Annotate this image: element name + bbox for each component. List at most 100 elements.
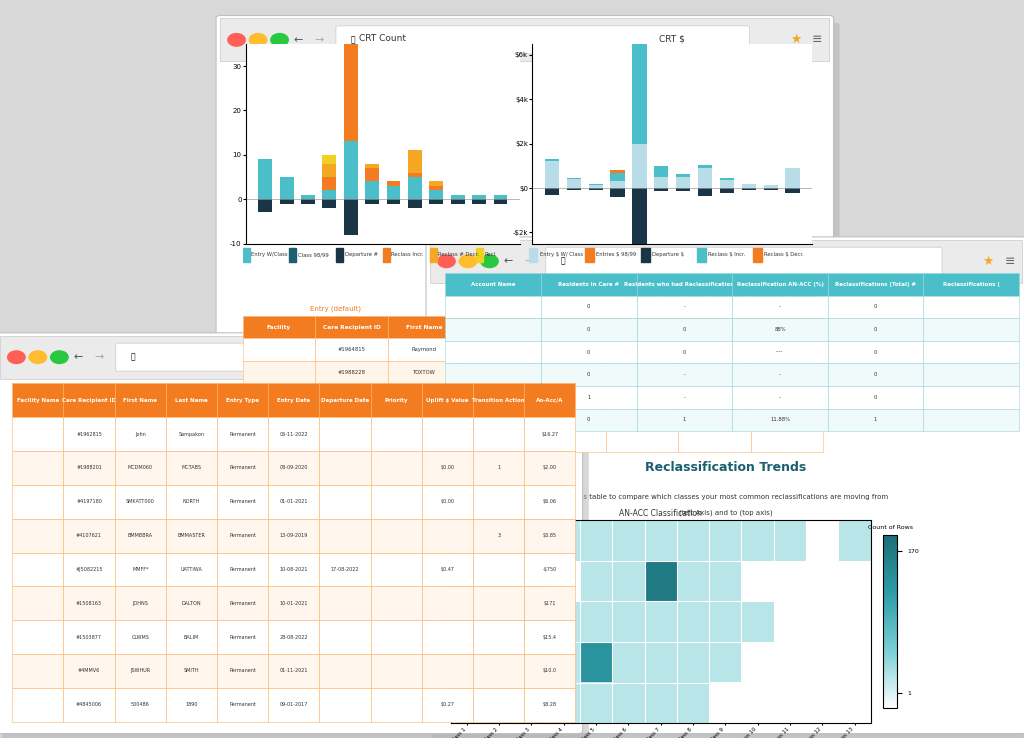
Bar — [472, 195, 486, 199]
Bar — [220, 18, 829, 61]
Text: Entry W/Class: Entry W/Class — [251, 252, 288, 258]
Y-axis label: Classification: Classification — [417, 604, 422, 640]
FancyBboxPatch shape — [222, 23, 840, 483]
FancyBboxPatch shape — [336, 26, 750, 54]
Title: CRT Count: CRT Count — [359, 34, 407, 43]
Bar — [566, 188, 581, 190]
Text: Class 98/99: Class 98/99 — [298, 252, 329, 258]
Bar — [764, 184, 778, 188]
Bar — [290, 248, 296, 262]
FancyBboxPatch shape — [432, 244, 1024, 738]
Bar — [323, 155, 336, 164]
Text: Resident & Priority List: Resident & Priority List — [202, 384, 377, 398]
Bar — [529, 248, 538, 262]
Bar — [301, 199, 315, 204]
Bar — [764, 188, 778, 190]
Bar — [610, 170, 625, 182]
Bar — [566, 178, 581, 179]
Title: Count of Rows: Count of Rows — [867, 525, 912, 531]
Bar — [323, 164, 336, 177]
Bar — [494, 195, 508, 199]
FancyBboxPatch shape — [216, 15, 834, 475]
Bar — [344, 142, 357, 199]
Bar — [676, 177, 690, 188]
Circle shape — [51, 351, 68, 364]
Bar — [323, 177, 336, 190]
Bar — [697, 248, 706, 262]
Bar — [589, 188, 603, 190]
Bar — [258, 199, 272, 213]
Text: Reclassification Trends: Reclassification Trends — [645, 461, 807, 475]
Bar — [408, 151, 422, 173]
Text: Reclass $ Decr.: Reclass $ Decr. — [765, 252, 804, 258]
Bar — [754, 248, 762, 262]
Bar — [476, 248, 483, 262]
Circle shape — [459, 255, 477, 268]
Text: 🔒: 🔒 — [351, 35, 355, 44]
Bar — [243, 248, 250, 262]
Text: ←: ← — [73, 352, 83, 362]
Text: 🔒: 🔒 — [131, 353, 135, 362]
Bar — [280, 177, 294, 199]
Bar — [323, 199, 336, 208]
Bar — [610, 182, 625, 188]
Bar — [366, 168, 379, 182]
Bar — [429, 248, 436, 262]
Bar — [741, 188, 756, 190]
Text: Entries $ 98/99: Entries $ 98/99 — [596, 252, 637, 258]
Text: Reclass $ Incr.: Reclass $ Incr. — [709, 252, 745, 258]
Bar — [344, 21, 357, 142]
Text: →: → — [94, 352, 104, 362]
Text: CRT Detailed Workflow: CRT Detailed Workflow — [444, 276, 605, 289]
Text: Recl.: Recl. — [484, 252, 498, 258]
Bar — [785, 168, 800, 188]
Bar — [720, 180, 734, 188]
Text: ←: ← — [503, 256, 513, 266]
Text: Departure $: Departure $ — [652, 252, 684, 258]
Text: Initial Classification: Initial Classification — [674, 306, 741, 311]
Bar — [641, 248, 649, 262]
Bar — [545, 188, 559, 195]
Bar — [610, 188, 625, 197]
Circle shape — [29, 351, 47, 364]
FancyBboxPatch shape — [0, 333, 583, 734]
Bar — [301, 195, 315, 199]
Text: se this table to compare which classes your most common reclassifications are mo: se this table to compare which classes y… — [564, 494, 888, 500]
Bar — [408, 199, 422, 208]
Bar — [654, 188, 669, 191]
Text: ★: ★ — [540, 351, 550, 364]
Text: 🔒: 🔒 — [561, 257, 565, 266]
Bar — [610, 173, 625, 182]
Bar — [383, 248, 390, 262]
Bar — [430, 240, 1022, 283]
Bar — [387, 186, 400, 199]
Bar — [429, 186, 443, 190]
Circle shape — [227, 34, 246, 46]
Text: ≡: ≡ — [1005, 255, 1015, 268]
Bar — [741, 184, 756, 188]
Bar — [451, 195, 465, 199]
Text: ←: ← — [293, 35, 303, 45]
Bar — [698, 188, 712, 196]
Bar — [589, 184, 603, 188]
Bar — [633, 144, 646, 188]
Bar — [545, 162, 559, 188]
FancyBboxPatch shape — [426, 237, 1024, 734]
Text: ★: ★ — [983, 255, 993, 268]
Bar — [408, 177, 422, 199]
Bar — [698, 165, 712, 168]
Bar — [566, 179, 581, 188]
Bar — [387, 182, 400, 186]
FancyBboxPatch shape — [2, 340, 589, 738]
FancyBboxPatch shape — [546, 247, 942, 275]
Circle shape — [481, 255, 498, 268]
Bar — [676, 173, 690, 177]
Bar — [387, 199, 400, 204]
Bar — [545, 159, 559, 162]
Bar — [429, 199, 443, 204]
Bar — [698, 168, 712, 188]
Bar — [280, 199, 294, 204]
Bar — [344, 199, 357, 235]
Circle shape — [250, 34, 266, 46]
Bar — [0, 336, 579, 379]
